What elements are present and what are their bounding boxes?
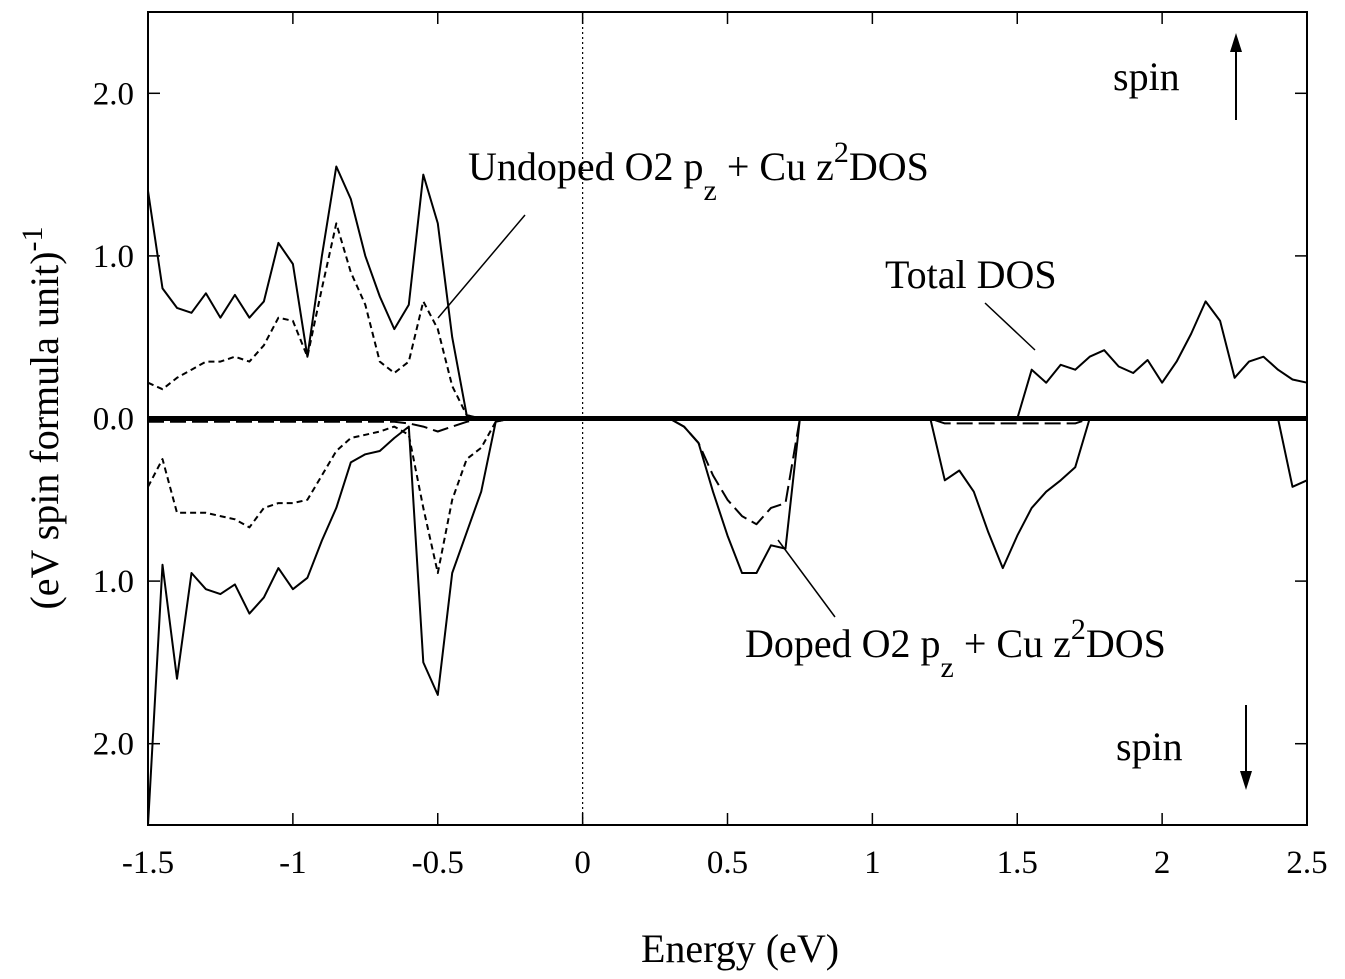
- plot-marks: [147, 12, 1308, 826]
- ann-sub: z: [704, 174, 717, 207]
- y-axis-label-exp: -1: [16, 226, 49, 251]
- x-axis-label: Energy (eV): [641, 926, 839, 971]
- ann-sup: 2: [1071, 613, 1086, 646]
- dos-line: [147, 417, 1307, 574]
- y-tick-label: 0.0: [93, 402, 134, 438]
- ann-text: DOS: [849, 144, 929, 189]
- ann-text: Undoped O2 p: [468, 144, 704, 189]
- leader-line: [984, 302, 1036, 351]
- leader-line: [777, 539, 836, 618]
- y-tick-label: 2.0: [93, 727, 134, 763]
- ann-text: + Cu z: [727, 144, 834, 189]
- spin-up-arrowhead: [1230, 33, 1242, 52]
- spin-up-label: spin: [1113, 54, 1180, 99]
- x-tick-label: 2.5: [1286, 845, 1327, 881]
- x-tick-label: 0: [574, 845, 591, 881]
- y-axis-label: (eV spin formula unit)-1: [16, 226, 67, 609]
- x-tick-label: 1: [864, 845, 881, 881]
- y-tick-label: 1.0: [93, 564, 134, 600]
- ann-sub: z: [941, 651, 954, 684]
- leader-line: [437, 214, 526, 319]
- x-tick-label: 1.5: [997, 845, 1038, 881]
- dos-line: [148, 417, 1307, 526]
- x-tick-label: -0.5: [412, 845, 464, 881]
- ann-sup: 2: [834, 136, 849, 169]
- x-tick-label: -1: [279, 845, 307, 881]
- y-tick-label: 1.0: [93, 239, 134, 275]
- undoped-annotation: Undoped O2 pz + Cu z2DOS: [468, 136, 929, 207]
- total-annotation: Total DOS: [885, 252, 1057, 297]
- ann-text: DOS: [1086, 621, 1166, 666]
- spin-down-arrowhead: [1240, 771, 1252, 790]
- x-tick-label: 2: [1154, 845, 1171, 881]
- doped-annotation: Doped O2 pz + Cu z2DOS: [745, 613, 1166, 684]
- ann-text: + Cu z: [964, 621, 1071, 666]
- ann-text: Doped O2 p: [745, 621, 941, 666]
- y-axis-label-main: (eV spin formula unit): [22, 251, 67, 609]
- y-tick-label: 2.0: [93, 76, 134, 112]
- x-tick-label: -1.5: [122, 845, 174, 881]
- spin-down-label: spin: [1116, 724, 1183, 769]
- x-tick-label: 0.5: [707, 845, 748, 881]
